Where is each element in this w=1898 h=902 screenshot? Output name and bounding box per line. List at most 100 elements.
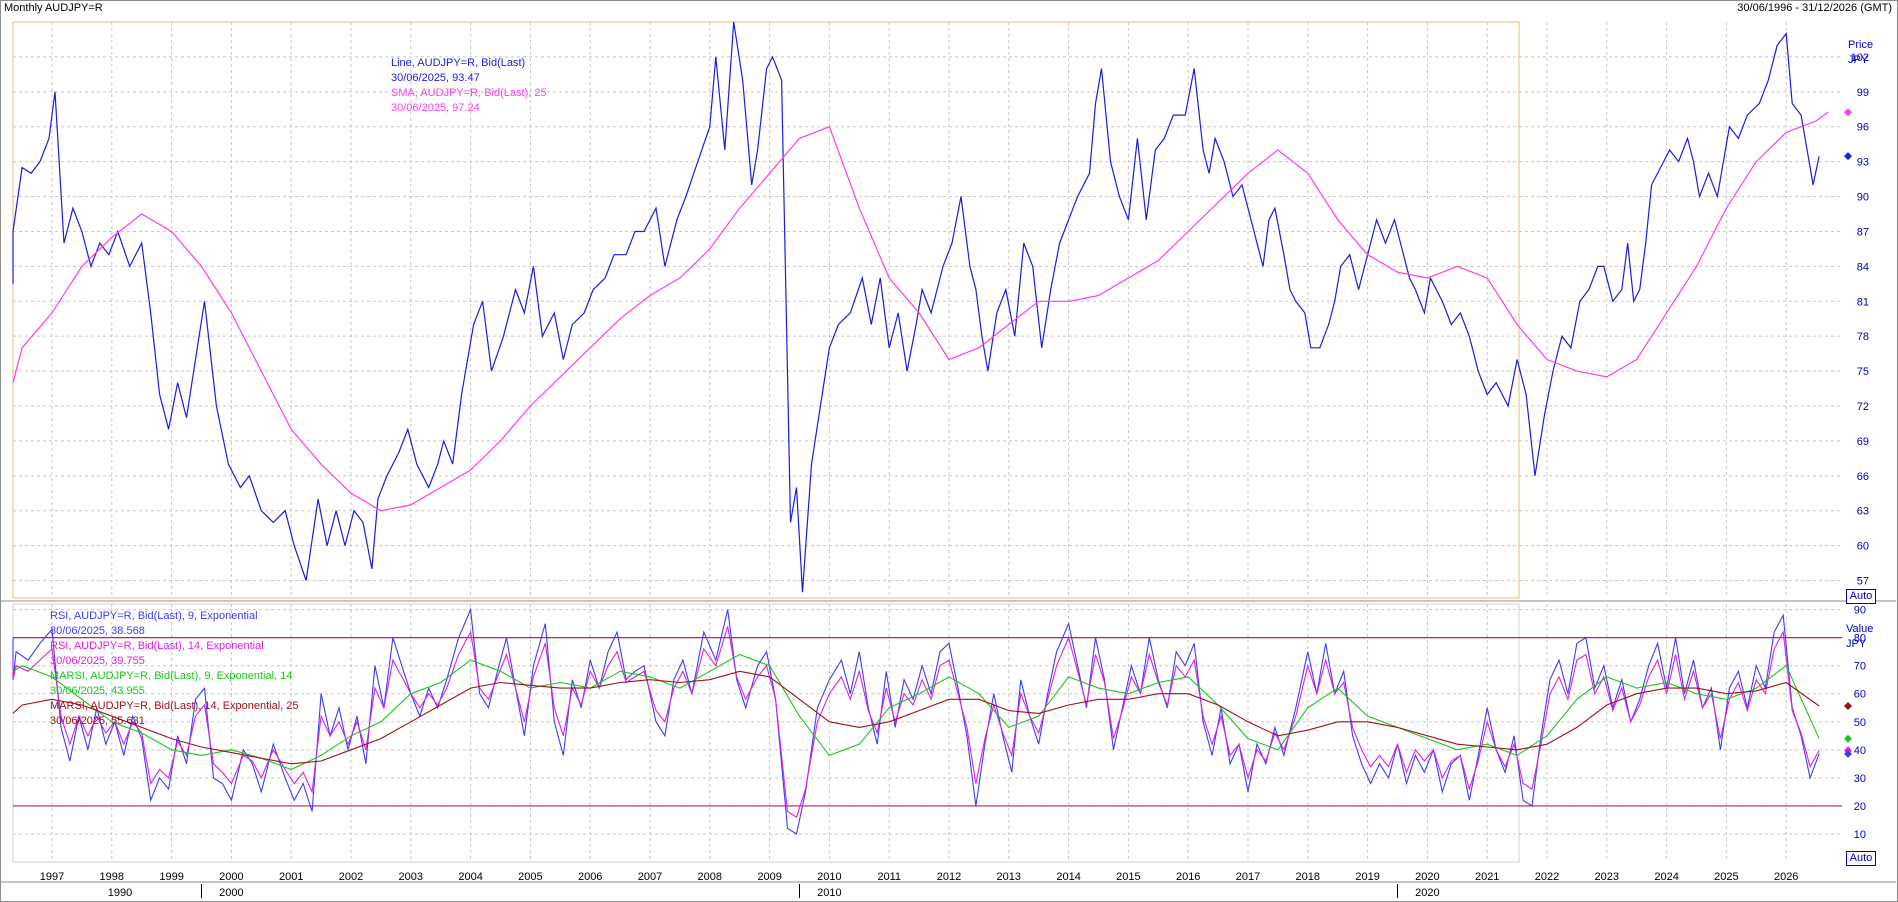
indicator-panel-border [12, 603, 1520, 863]
value-tick-label: 80 [1854, 633, 1866, 645]
indicator-legend-entry: MARSI, AUDJPY=R, Bid(Last), 9, Exponenti… [50, 670, 292, 682]
year-tick-label: 2015 [1116, 871, 1140, 883]
price-tick-label: 66 [1857, 471, 1869, 483]
price-axis-unit: JPY [1848, 54, 1869, 66]
price-tick-label: 93 [1857, 157, 1869, 169]
year-tick-label: 2012 [937, 871, 961, 883]
rsi9-line [12, 607, 1820, 835]
price-tick-label: 84 [1857, 261, 1869, 273]
price-tick-label: 63 [1857, 506, 1869, 518]
price-tick-label: 87 [1857, 226, 1869, 238]
decade-tick-label: 2020 [1415, 887, 1439, 899]
price-legend-entry: Line, AUDJPY=R, Bid(Last) [391, 57, 525, 69]
decade-tick-label: 2000 [219, 887, 243, 899]
price-tick-label: 57 [1857, 576, 1869, 588]
time-axis: 1997 1998 1999 2000 2001 2002 2003 2004 2005 2006… [40, 871, 1799, 899]
price-auto-scale-button[interactable]: Auto [1846, 589, 1876, 604]
year-tick-label: 2021 [1475, 871, 1499, 883]
indicator-legend-entry: 30/06/2025, 43.955 [50, 685, 145, 697]
year-tick-label: 2017 [1236, 871, 1260, 883]
year-tick-label: 2004 [458, 871, 482, 883]
price-tick-label: 75 [1857, 366, 1869, 378]
indicator-legend-entry: 30/06/2025, 38.568 [50, 625, 145, 637]
value-tick-label: 90 [1854, 605, 1866, 617]
year-tick-label: 2013 [997, 871, 1021, 883]
sma-last-marker [1844, 108, 1852, 117]
year-tick-label: 2022 [1535, 871, 1559, 883]
price-last-marker [1844, 152, 1852, 161]
year-tick-label: 2023 [1595, 871, 1619, 883]
value-axis-ticks: 10 20 30 40 50 60 70 80 90 [1854, 605, 1866, 841]
value-tick-label: 30 [1854, 773, 1866, 785]
price-tick-label: 96 [1857, 122, 1869, 134]
year-tick-label: 2006 [578, 871, 602, 883]
price-panel-border [12, 21, 1520, 599]
price-axis-label: Price [1848, 39, 1873, 51]
date-range: 30/06/1996 - 31/12/2026 (GMT) [1737, 2, 1892, 14]
year-tick-label: 2002 [339, 871, 363, 883]
price-tick-label: 60 [1857, 541, 1869, 553]
price-line [12, 21, 1820, 593]
value-tick-label: 60 [1854, 689, 1866, 701]
year-tick-label: 2020 [1415, 871, 1439, 883]
price-tick-label: 69 [1857, 436, 1869, 448]
indicator-legend-entry: RSI, AUDJPY=R, Bid(Last), 9, Exponential [50, 610, 258, 622]
price-tick-label: 90 [1857, 192, 1869, 204]
price-legend-entry: 30/06/2025, 93.47 [391, 72, 480, 84]
price-legend-entry: SMA, AUDJPY=R, Bid(Last), 25 [391, 87, 547, 99]
year-tick-label: 2007 [638, 871, 662, 883]
sma-line [12, 111, 1829, 512]
indicator-legend-entry: 30/06/2025, 55.631 [50, 715, 145, 727]
value-tick-label: 70 [1854, 661, 1866, 673]
year-tick-label: 2008 [698, 871, 722, 883]
value-tick-label: 10 [1854, 829, 1866, 841]
price-tick-label: 72 [1857, 401, 1869, 413]
price-tick-label: 81 [1857, 296, 1869, 308]
indicator-legend-entry: 30/06/2025, 39.755 [50, 655, 145, 667]
marsi14-last-marker [1844, 701, 1852, 710]
price-axis-ticks: 57 60 63 66 69 72 75 78 81 84 87 90 93 96 99 102 [1851, 52, 1869, 588]
value-axis-unit: JPY [1846, 638, 1867, 650]
chart-title: Monthly AUDJPY=R [4, 2, 103, 14]
year-tick-label: 1998 [100, 871, 124, 883]
year-tick-label: 2014 [1056, 871, 1080, 883]
price-tick-label: 99 [1857, 87, 1869, 99]
indicator-legend: RSI, AUDJPY=R, Bid(Last), 9, Exponential… [50, 610, 299, 727]
value-axis-label: Value [1846, 623, 1873, 635]
year-tick-label: 2025 [1714, 871, 1738, 883]
year-tick-label: 2010 [817, 871, 841, 883]
value-tick-label: 20 [1854, 801, 1866, 813]
year-tick-label: 2005 [518, 871, 542, 883]
value-tick-label: 40 [1854, 745, 1866, 757]
rsi9-last-marker [1844, 749, 1852, 758]
year-tick-label: 2019 [1355, 871, 1379, 883]
year-tick-label: 1997 [40, 871, 64, 883]
price-legend-entry: 30/06/2025, 97.24 [391, 102, 480, 114]
marsi9-last-marker [1844, 734, 1852, 743]
price-tick-label: 102 [1851, 52, 1869, 64]
price-tick-label: 78 [1857, 331, 1869, 343]
decade-tick-label: 2010 [817, 887, 841, 899]
rsi14-line [12, 626, 1820, 818]
indicator-legend-entry: MARSI, AUDJPY=R, Bid(Last), 14, Exponent… [50, 700, 299, 712]
year-tick-label: 2001 [279, 871, 303, 883]
price-series [12, 21, 1829, 593]
year-tick-label: 2016 [1176, 871, 1200, 883]
year-tick-label: 1999 [159, 871, 183, 883]
indicator-series [12, 607, 1820, 835]
year-tick-label: 2003 [399, 871, 423, 883]
year-tick-label: 2024 [1654, 871, 1678, 883]
value-auto-scale-button[interactable]: Auto [1846, 851, 1876, 866]
indicator-legend-entry: RSI, AUDJPY=R, Bid(Last), 14, Exponentia… [50, 640, 264, 652]
marsi9-line [12, 653, 1820, 771]
price-grid [13, 22, 1842, 598]
year-tick-label: 2011 [877, 871, 901, 883]
value-tick-label: 50 [1854, 717, 1866, 729]
year-tick-label: 2009 [757, 871, 781, 883]
year-tick-label: 2000 [219, 871, 243, 883]
last-value-markers [1844, 108, 1852, 758]
marsi14-line [12, 670, 1820, 765]
year-tick-label: 2018 [1296, 871, 1320, 883]
rsi-bands [13, 637, 1842, 807]
